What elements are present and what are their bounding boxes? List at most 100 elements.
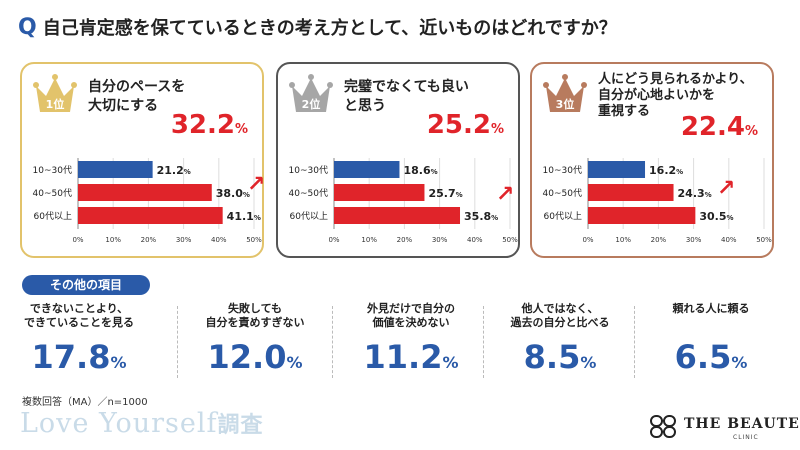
x-tick-label: 10% <box>615 236 631 244</box>
other-item: できないことより、 できていることを見る 17.8% <box>4 302 154 382</box>
brand-logo: THE BEAUTE CLINIC <box>648 414 799 444</box>
total-percent: 32.2% <box>170 110 248 140</box>
bar-value-unit: % <box>705 191 712 199</box>
question-mark: Q <box>18 15 37 40</box>
other-item-value: 11.2% <box>363 338 459 376</box>
x-tick-label: 10% <box>105 236 121 244</box>
bar-value-label: 24.3% <box>678 187 712 200</box>
brand-name: THE BEAUTE <box>684 416 800 432</box>
divider <box>483 306 485 378</box>
x-tick-label: 50% <box>756 236 772 244</box>
x-tick-label: 20% <box>397 236 413 244</box>
total-percent: 22.4% <box>680 112 758 142</box>
bar-value-unit: % <box>456 191 463 199</box>
other-item-value: 17.8% <box>31 338 127 376</box>
rank-3-card: 3位 人にどう見られるかより、 自分が心地よいかを 重視する 22.4% 0% 1… <box>530 62 774 258</box>
category-label: 60代以上 <box>290 211 328 222</box>
bar <box>334 207 461 224</box>
age-bar-chart: 0% 10% 20% 30% 40% 50% 10~30代 18.6% 40~50代 25.7% 6… <box>289 158 518 244</box>
bar-value-label: 30.5% <box>699 210 733 223</box>
rank-2-card: 2位 完璧でなくても良い と思う 25.2% 0% 10% 20% 30% 40% 50%… <box>276 62 520 258</box>
card-title: 自分のペースを 大切にする <box>88 79 186 114</box>
bar-value-label: 35.8% <box>464 210 498 223</box>
other-item-value: 8.5% <box>523 338 597 376</box>
divider <box>332 306 334 378</box>
category-label: 60代以上 <box>544 211 582 222</box>
bar-value-unit: % <box>727 214 734 222</box>
x-tick-label: 30% <box>686 236 702 244</box>
x-tick-label: 10% <box>361 236 377 244</box>
other-item-label: 他人ではなく、 過去の自分と比べる <box>510 302 610 329</box>
bar <box>334 161 400 178</box>
category-label: 10~30代 <box>33 165 72 176</box>
rank-label: 2位 <box>302 97 321 111</box>
trend-up-arrow-icon: ↗ <box>247 172 266 197</box>
bar <box>334 184 425 201</box>
bar-value-unit: % <box>254 214 261 222</box>
trend-up-arrow-icon: ↗ <box>717 176 736 201</box>
x-tick-label: 30% <box>432 236 448 244</box>
other-item-label: 失敗しても 自分を責めすぎない <box>205 302 305 329</box>
bar-value-unit: % <box>491 214 498 222</box>
silver-crown-icon: 2位 <box>289 74 333 112</box>
x-tick-label: 40% <box>467 236 483 244</box>
x-tick-label: 20% <box>651 236 667 244</box>
divider <box>634 306 636 378</box>
x-tick-label: 30% <box>176 236 192 244</box>
bar <box>588 184 674 201</box>
age-bar-chart: 0% 10% 20% 30% 40% 50% 10~30代 21.2% 40~50代 38.0% 6… <box>33 158 262 244</box>
bar-value-label: 16.2% <box>649 164 683 177</box>
gold-crown-icon: 1位 <box>33 74 77 112</box>
bar <box>78 207 223 224</box>
x-tick-label: 50% <box>246 236 262 244</box>
card-title: 人にどう見られるかより、 自分が心地よいかを 重視する <box>598 72 753 119</box>
category-label: 40~50代 <box>33 188 72 199</box>
bar-value-label: 41.1% <box>227 210 261 223</box>
brand-sub: CLINIC <box>733 434 759 441</box>
card-title: 完璧でなくても良い と思う <box>344 79 469 114</box>
bar-value-unit: % <box>431 168 438 176</box>
bar-value-label: 25.7% <box>428 187 462 200</box>
other-item-label: できないことより、 できていることを見る <box>24 302 134 329</box>
x-tick-label: 20% <box>141 236 157 244</box>
bar-value-label: 38.0% <box>216 187 250 200</box>
age-bar-chart: 0% 10% 20% 30% 40% 50% 10~30代 16.2% 40~50代 24.3% 6… <box>543 158 772 244</box>
brand-mark-icon <box>650 415 676 438</box>
category-label: 40~50代 <box>543 188 582 199</box>
category-label: 60代以上 <box>34 211 72 222</box>
other-item-label: 外見だけで自分の 価値を決めない <box>367 302 455 329</box>
bar-value-label: 18.6% <box>403 164 437 177</box>
other-item-value: 6.5% <box>674 338 748 376</box>
survey-name: Love Yourself調査 <box>20 408 264 439</box>
bar <box>588 161 646 178</box>
x-tick-label: 0% <box>582 236 593 244</box>
category-label: 10~30代 <box>289 165 328 176</box>
x-tick-label: 0% <box>328 236 339 244</box>
bar-value-label: 21.2% <box>157 164 191 177</box>
trend-up-arrow-icon: ↗ <box>496 182 515 207</box>
bar <box>588 207 696 224</box>
total-percent: 25.2% <box>426 110 504 140</box>
bar-value-unit: % <box>184 168 191 176</box>
x-tick-label: 40% <box>211 236 227 244</box>
other-item-value: 12.0% <box>207 338 303 376</box>
x-tick-label: 0% <box>72 236 83 244</box>
other-item-label: 頼れる人に頼る <box>672 302 750 315</box>
rank-label: 1位 <box>46 97 65 111</box>
category-label: 10~30代 <box>543 165 582 176</box>
bar-value-unit: % <box>676 168 683 176</box>
sample-footnote: 複数回答（MA）／n=1000 <box>22 397 148 408</box>
bar <box>78 161 153 178</box>
other-item: 頼れる人に頼る 6.5% <box>636 302 786 382</box>
other-item: 外見だけで自分の 価値を決めない 11.2% <box>336 302 486 382</box>
bronze-crown-icon: 3位 <box>543 74 587 112</box>
other-item: 他人ではなく、 過去の自分と比べる 8.5% <box>485 302 635 382</box>
divider <box>177 306 179 378</box>
x-tick-label: 40% <box>721 236 737 244</box>
bar-value-unit: % <box>243 191 250 199</box>
question-title: Q 自己肯定感を保てているときの考え方として、近いものはどれですか？ <box>18 14 617 40</box>
bar <box>78 184 212 201</box>
rank-label: 3位 <box>556 97 575 111</box>
category-label: 40~50代 <box>289 188 328 199</box>
rank-1-card: 1位 自分のペースを 大切にする 32.2% 0% 10% 20% 30% 40% 50%… <box>20 62 266 258</box>
